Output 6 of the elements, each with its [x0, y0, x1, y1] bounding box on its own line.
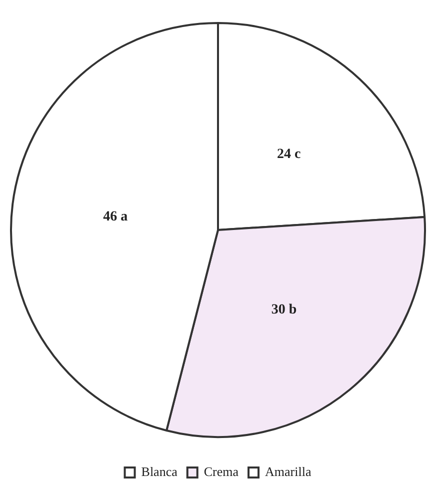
legend-label: Blanca [141, 464, 178, 479]
legend-label: Crema [204, 464, 239, 479]
legend-label: Amarilla [265, 464, 312, 479]
data-label: 30 b [271, 302, 297, 318]
data-label: 46 a [103, 210, 128, 225]
data-label: 24 c [276, 147, 301, 162]
